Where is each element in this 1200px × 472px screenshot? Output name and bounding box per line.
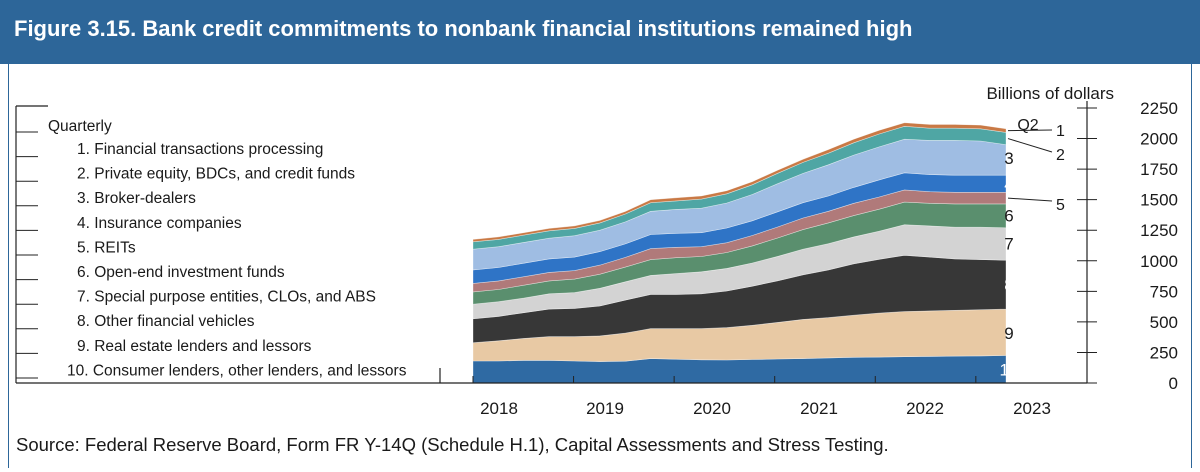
x-tick-label: 2018 [480, 399, 518, 418]
figure-header: Figure 3.15. Bank credit commitments to … [0, 0, 1200, 64]
x-tick-label: 2022 [906, 399, 944, 418]
y-tick-label: 1250 [1140, 221, 1178, 240]
legend-entry-4: 4. Insurance companies [77, 215, 242, 232]
y-unit-label: Billions of dollars [986, 84, 1114, 103]
area-series-1 [472, 122, 1007, 243]
y-tick-label: 1000 [1140, 252, 1178, 271]
series-label-9: 9 [1004, 324, 1013, 343]
x-tick-label: 2021 [800, 399, 838, 418]
end-period-label: Q2 [1017, 117, 1038, 134]
series-label-8: 8 [1004, 276, 1013, 295]
x-tick-label: 2023 [1013, 399, 1051, 418]
figure-frame [8, 64, 1192, 468]
y-tick-label: 0 [1169, 374, 1178, 393]
figure-title: Figure 3.15. Bank credit commitments to … [14, 16, 913, 41]
series-label-5: 5 [1056, 197, 1065, 214]
series-label-10: 10 [1000, 360, 1019, 379]
legend-entry-7: 7. Special purpose entities, CLOs, and A… [77, 289, 376, 306]
series-label-1: 1 [1056, 123, 1065, 140]
legend-entry-2: 2. Private equity, BDCs, and credit fund… [77, 166, 355, 183]
y-tick-label: 2250 [1140, 99, 1178, 118]
series-label-7: 7 [1004, 234, 1013, 253]
legend-entry-5: 5. REITs [77, 239, 136, 256]
legend-entry-1: 1. Financial transactions processing [77, 141, 323, 158]
series-label-2: 2 [1056, 147, 1065, 164]
y-tick-label: 500 [1150, 313, 1178, 332]
series-label-4: 4 [1004, 175, 1013, 194]
leader-line-5 [1007, 197, 1053, 202]
legend-entry-10: 10. Consumer lenders, other lenders, and… [67, 362, 407, 379]
frequency-label: Quarterly [48, 118, 112, 135]
y-tick-label: 750 [1150, 282, 1178, 301]
y-tick-label: 250 [1150, 343, 1178, 362]
legend-entry-8: 8. Other financial vehicles [77, 313, 255, 330]
leader-line-2 [1007, 138, 1053, 153]
source-note: Source: Federal Reserve Board, Form FR Y… [16, 434, 889, 455]
y-tick-label: 1750 [1140, 160, 1178, 179]
legend-entry-6: 6. Open-end investment funds [77, 264, 285, 281]
legend-entry-9: 9. Real estate lenders and lessors [77, 338, 312, 355]
series-label-6: 6 [1004, 207, 1013, 226]
legend-entry-3: 3. Broker-dealers [77, 190, 196, 207]
y-tick-label: 2000 [1140, 130, 1178, 149]
y-tick-label: 1500 [1140, 191, 1178, 210]
series-label-3: 3 [1004, 149, 1013, 168]
x-tick-label: 2020 [693, 399, 731, 418]
x-tick-label: 2019 [586, 399, 624, 418]
leader-line-1 [1007, 129, 1053, 132]
